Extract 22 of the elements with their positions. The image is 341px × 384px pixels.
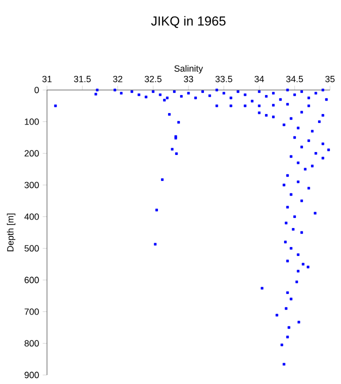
x-tick-label: 31.5 xyxy=(74,76,91,82)
y-tick-label: 900 xyxy=(24,372,39,378)
x-tick-label: 34 xyxy=(254,76,264,82)
y-tick-label: 600 xyxy=(24,276,39,284)
y-tick-label: 500 xyxy=(24,245,39,252)
y-tick-label: 400 xyxy=(24,213,39,220)
x-tick-label: 34.5 xyxy=(286,76,303,82)
y-tick-label: 100 xyxy=(24,118,39,125)
x-tick-label: 31 xyxy=(42,76,52,82)
y-tick-label: 0 xyxy=(34,86,39,94)
chart-title: JIKQ in 1965 xyxy=(151,16,226,28)
y-axis-title: Depth [m] xyxy=(6,214,16,252)
x-tick-label: 33.5 xyxy=(215,76,232,82)
y-tick-label: 300 xyxy=(24,182,39,188)
x-axis-title: Salinity xyxy=(174,65,203,74)
y-tick-label: 200 xyxy=(24,150,39,157)
x-tick-label: 32 xyxy=(113,76,122,82)
x-tick-label: 33 xyxy=(184,76,194,82)
y-tick-label: 800 xyxy=(24,340,39,347)
y-tick-label: 700 xyxy=(24,308,39,315)
x-tick-label: 35 xyxy=(325,76,335,82)
x-tick-label: 32.5 xyxy=(144,76,162,82)
